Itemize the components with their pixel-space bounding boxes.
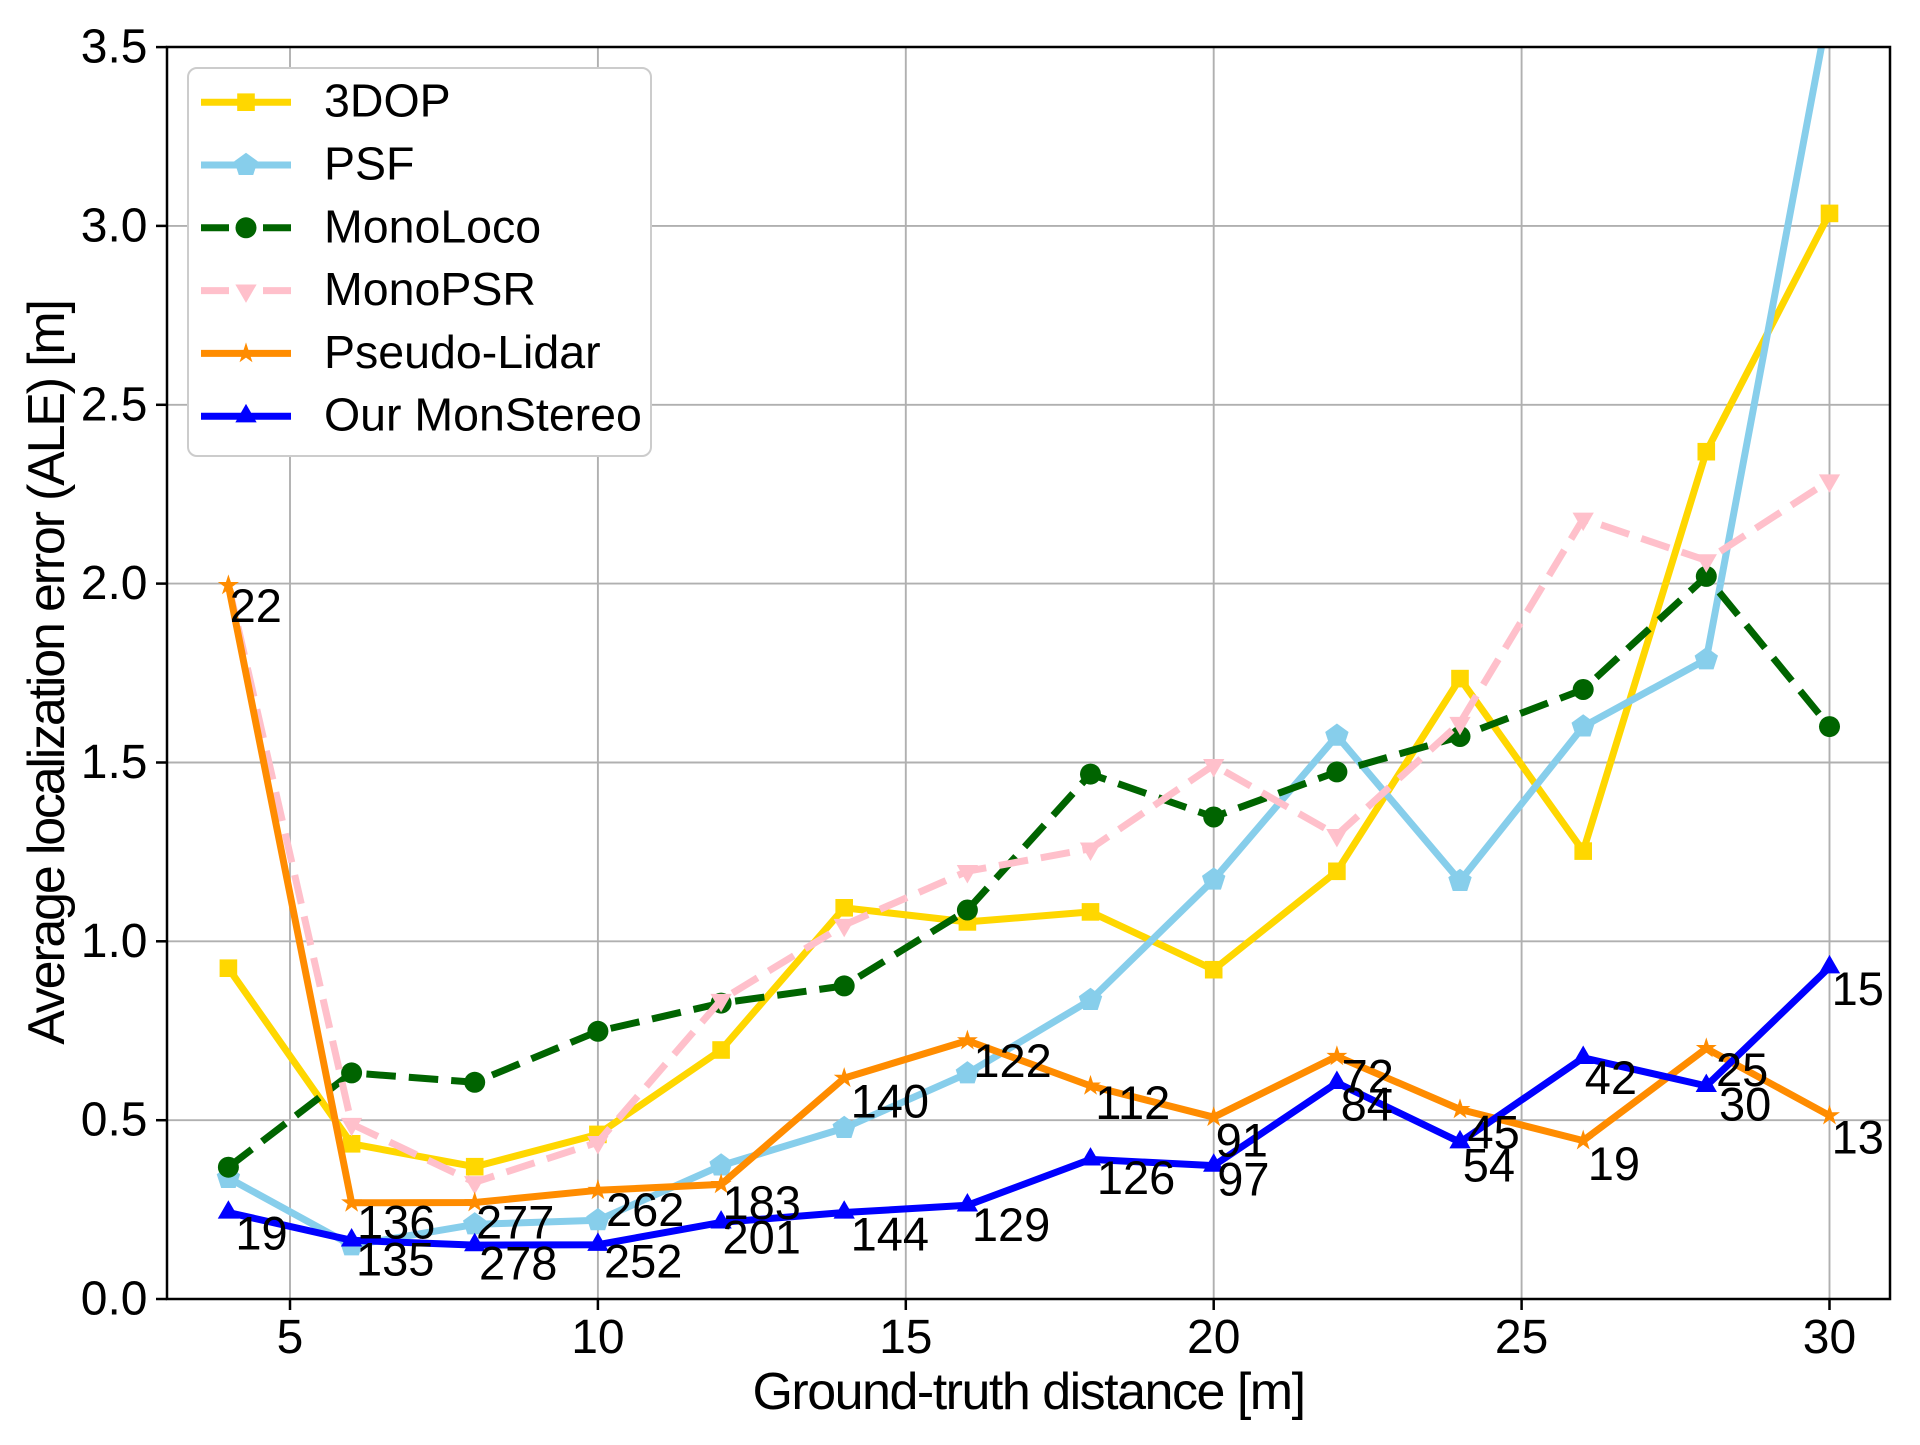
svg-text:19: 19 — [1588, 1137, 1640, 1190]
svg-text:262: 262 — [606, 1183, 684, 1236]
svg-text:MonoPSR: MonoPSR — [324, 263, 536, 315]
svg-text:278: 278 — [479, 1237, 557, 1290]
svg-text:0.5: 0.5 — [81, 1094, 148, 1147]
svg-text:30: 30 — [1803, 1311, 1856, 1364]
svg-text:25: 25 — [1495, 1311, 1548, 1364]
svg-text:15: 15 — [1832, 962, 1884, 1015]
svg-text:PSF: PSF — [324, 138, 414, 190]
svg-text:30: 30 — [1719, 1078, 1771, 1131]
svg-text:84: 84 — [1341, 1078, 1393, 1131]
svg-text:22: 22 — [230, 579, 282, 632]
svg-text:10: 10 — [571, 1311, 624, 1364]
svg-text:112: 112 — [1095, 1076, 1170, 1129]
svg-text:MonoLoco: MonoLoco — [324, 200, 541, 252]
svg-text:54: 54 — [1463, 1139, 1515, 1192]
svg-text:144: 144 — [851, 1207, 929, 1260]
svg-text:5: 5 — [277, 1311, 304, 1364]
svg-text:Our MonStereo: Our MonStereo — [324, 389, 642, 441]
svg-text:25: 25 — [1716, 1043, 1768, 1096]
svg-text:135: 135 — [356, 1232, 434, 1285]
svg-text:252: 252 — [604, 1235, 682, 1288]
svg-text:2.5: 2.5 — [81, 378, 148, 431]
svg-text:19: 19 — [235, 1207, 287, 1260]
svg-text:97: 97 — [1217, 1153, 1269, 1206]
svg-text:Pseudo-Lidar: Pseudo-Lidar — [324, 326, 601, 378]
svg-text:183: 183 — [723, 1176, 801, 1229]
svg-text:20: 20 — [1187, 1311, 1240, 1364]
svg-text:72: 72 — [1342, 1049, 1394, 1102]
svg-text:45: 45 — [1468, 1106, 1520, 1159]
svg-text:129: 129 — [972, 1198, 1050, 1251]
svg-text:3DOP: 3DOP — [324, 75, 451, 127]
svg-text:0.0: 0.0 — [81, 1273, 148, 1326]
svg-text:1.0: 1.0 — [81, 915, 148, 968]
svg-text:Average localization error (AL: Average localization error (ALE) [m] — [18, 301, 76, 1045]
svg-text:126: 126 — [1097, 1151, 1175, 1204]
svg-text:3.5: 3.5 — [81, 21, 148, 74]
svg-text:15: 15 — [879, 1311, 932, 1364]
svg-text:2.0: 2.0 — [81, 557, 148, 610]
svg-text:122: 122 — [973, 1034, 1051, 1087]
svg-text:277: 277 — [476, 1196, 554, 1249]
svg-text:1.5: 1.5 — [81, 736, 148, 789]
svg-text:140: 140 — [851, 1075, 929, 1128]
svg-text:3.0: 3.0 — [81, 199, 148, 252]
svg-text:13: 13 — [1832, 1110, 1884, 1163]
svg-text:Ground-truth distance [m]: Ground-truth distance [m] — [752, 1363, 1304, 1421]
svg-text:136: 136 — [357, 1196, 435, 1249]
svg-text:201: 201 — [723, 1210, 801, 1263]
svg-text:42: 42 — [1585, 1051, 1637, 1104]
svg-text:91: 91 — [1216, 1114, 1268, 1167]
